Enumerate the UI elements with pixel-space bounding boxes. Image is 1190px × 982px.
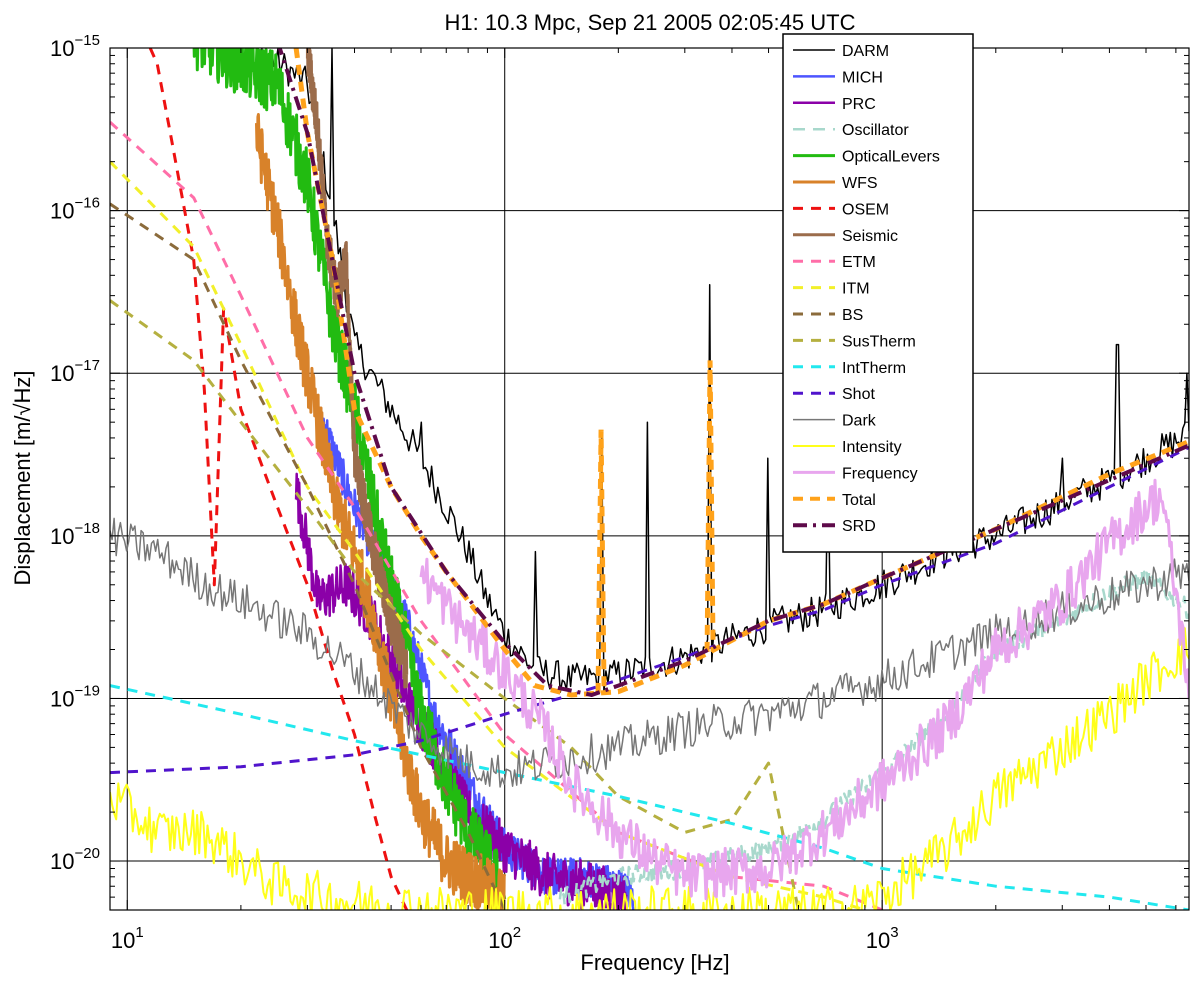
x-tick-label: 103 bbox=[866, 924, 899, 953]
legend-label-opticallevers: OpticalLevers bbox=[842, 149, 940, 166]
series-line-sustherm bbox=[110, 299, 800, 910]
legend-label-total: Total bbox=[842, 492, 876, 509]
y-tick-label: 10−17 bbox=[50, 357, 100, 386]
legend-label-dark: Dark bbox=[842, 413, 877, 430]
series-line-srd bbox=[277, 48, 1189, 697]
x-axis-ticks: 101 102 103 bbox=[109, 48, 1177, 953]
series-line-opticallevers bbox=[192, 48, 507, 910]
series-line-prc bbox=[294, 472, 628, 910]
legend-label-osem: OSEM bbox=[842, 201, 889, 218]
y-axis-label: Displacement [m/√Hz] bbox=[10, 370, 35, 585]
legend-label-srd: SRD bbox=[842, 518, 876, 535]
series-line-inttherm bbox=[110, 684, 1189, 910]
y-tick-label: 10−19 bbox=[50, 682, 100, 711]
chart-title: H1: 10.3 Mpc, Sep 21 2005 02:05:45 UTC bbox=[445, 10, 856, 35]
y-tick-label: 10−20 bbox=[50, 845, 100, 874]
legend-label-inttherm: IntTherm bbox=[842, 360, 906, 377]
x-axis-label: Frequency [Hz] bbox=[580, 950, 729, 975]
legend-label-sustherm: SusTherm bbox=[842, 333, 916, 350]
y-tick-label: 10−18 bbox=[50, 520, 100, 549]
legend-label-etm: ETM bbox=[842, 254, 876, 271]
legend-label-bs: BS bbox=[842, 307, 863, 324]
series-line-intensity bbox=[110, 627, 1189, 910]
legend-label-intensity: Intensity bbox=[842, 439, 902, 456]
series-peak-total bbox=[595, 429, 607, 693]
plot-background bbox=[110, 48, 1189, 910]
series-lines bbox=[110, 48, 1189, 910]
series-peak-total bbox=[704, 360, 716, 652]
series-line-dark bbox=[110, 517, 1189, 788]
plot-frame bbox=[109, 47, 1190, 911]
y-tick-label: 10−15 bbox=[50, 32, 100, 61]
series-line-bs bbox=[110, 202, 507, 910]
legend-label-frequency: Frequency bbox=[842, 465, 918, 482]
legend-label-shot: Shot bbox=[842, 386, 875, 403]
x-tick-label: 102 bbox=[488, 924, 521, 953]
legend-label-itm: ITM bbox=[842, 281, 870, 298]
y-axis-ticks: 10−20 10−19 10−18 10−17 10−16 10−15 bbox=[50, 32, 1189, 911]
legend-label-wfs: WFS bbox=[842, 175, 878, 192]
legend-label-seismic: Seismic bbox=[842, 228, 898, 245]
legend-label-mich: MICH bbox=[842, 69, 883, 86]
legend: DARM MICH PRC Oscillator OpticalLevers WFS OSE… bbox=[782, 33, 974, 553]
series-line-wfs bbox=[255, 113, 507, 910]
legend-label-oscillator: Oscillator bbox=[842, 122, 909, 139]
legend-label-prc: PRC bbox=[842, 96, 876, 113]
series-line-frequency bbox=[419, 478, 1189, 901]
legend-label-darm: DARM bbox=[842, 43, 889, 60]
series-line-etm bbox=[110, 120, 883, 910]
x-tick-label: 101 bbox=[111, 924, 144, 953]
y-tick-label: 10−16 bbox=[50, 195, 100, 224]
series-line-osem bbox=[148, 48, 409, 910]
series-line-total bbox=[293, 48, 1189, 698]
legend-box bbox=[782, 33, 974, 553]
series-line-shot bbox=[110, 446, 1189, 775]
series-line-itm bbox=[110, 160, 866, 910]
